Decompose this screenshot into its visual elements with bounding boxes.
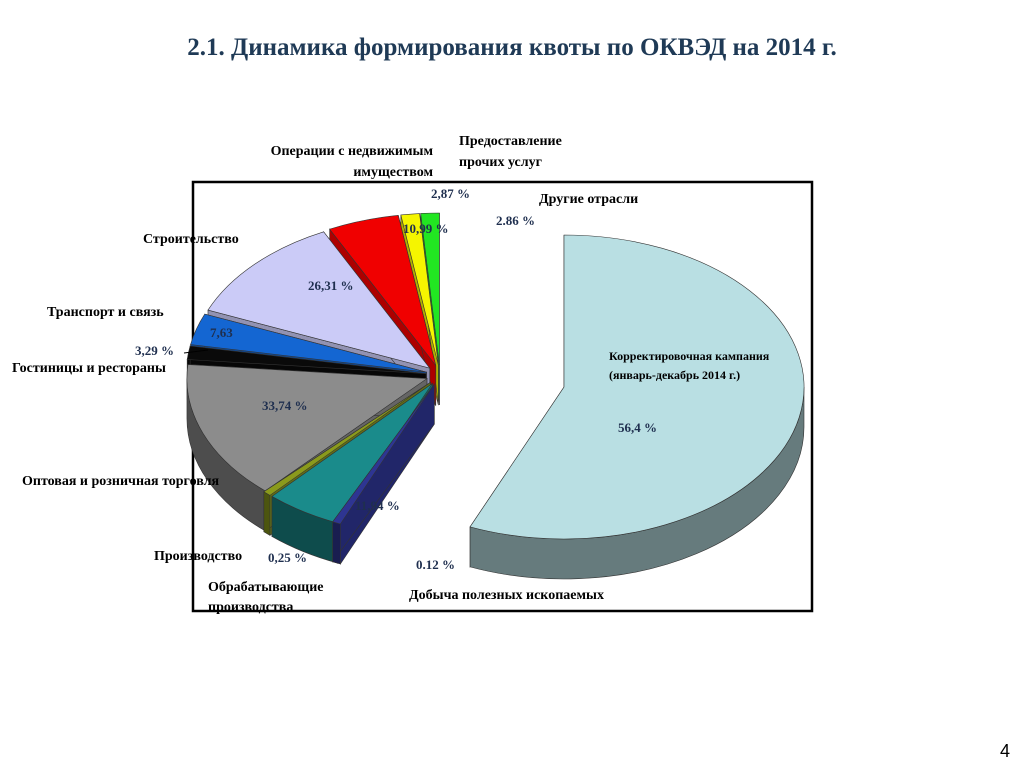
pie-slices <box>186 212 805 580</box>
label-other: Другие отрасли <box>539 192 638 207</box>
slice-transport-top <box>190 313 427 373</box>
label-hotels: Гостиницы и рестораны <box>12 361 166 376</box>
label-production: Производство <box>154 549 242 564</box>
slice-construction-top <box>207 231 431 369</box>
label-main-line2: (январь-декабрь 2014 г.) <box>609 368 740 382</box>
value-other: 2.86 % <box>496 213 535 228</box>
value-hotels: 3,29 % <box>135 343 174 358</box>
label-mining: Добыча полезных ископаемых <box>409 588 604 603</box>
label-realestate-line2: имуществом <box>353 165 433 180</box>
label-services-line1: Предоставление <box>459 134 562 149</box>
value-processing: 11,94 % <box>355 498 400 513</box>
label-construction: Строительство <box>143 232 239 247</box>
label-main-line1: Корректировочная кампания <box>609 349 770 363</box>
value-trade: 33,74 % <box>262 398 308 413</box>
slice-services-top <box>400 213 439 366</box>
page-title: 2.1. Динамика формирования квоты по ОКВЭ… <box>187 34 837 61</box>
slice-mining-top <box>332 383 435 525</box>
slice-other-top <box>420 212 440 366</box>
slice-mining <box>332 383 435 565</box>
label-services-line2: прочих услуг <box>459 155 542 170</box>
slice-main <box>469 234 805 580</box>
label-processing-line2: производства <box>208 600 293 615</box>
slice-trade-top <box>186 364 428 492</box>
slice-mining-rim <box>332 521 341 565</box>
value-main: 56,4 % <box>618 420 657 435</box>
value-production: 0,25 % <box>268 550 307 565</box>
leader-line-hotels <box>183 349 209 354</box>
slice-production-top <box>263 382 431 496</box>
value-mining: 0.12 % <box>416 557 455 572</box>
value-realestate: 10,99 % <box>403 221 449 236</box>
value-construction: 26,31 % <box>308 278 354 293</box>
slice-realestate-top <box>329 215 437 366</box>
slice-main-top <box>469 234 805 540</box>
page-number: 4 <box>999 741 1010 761</box>
slice-production-rim <box>263 491 271 536</box>
label-processing-line1: Обрабатывающие <box>208 580 323 595</box>
label-transport: Транспорт и связь <box>47 305 164 320</box>
label-trade: Оптовая и розничная торговля <box>22 474 219 489</box>
value-transport: 7,63 <box>210 325 233 340</box>
value-services: 2,87 % <box>431 186 470 201</box>
label-realestate-line1: Операции с недвижимым <box>271 144 434 159</box>
